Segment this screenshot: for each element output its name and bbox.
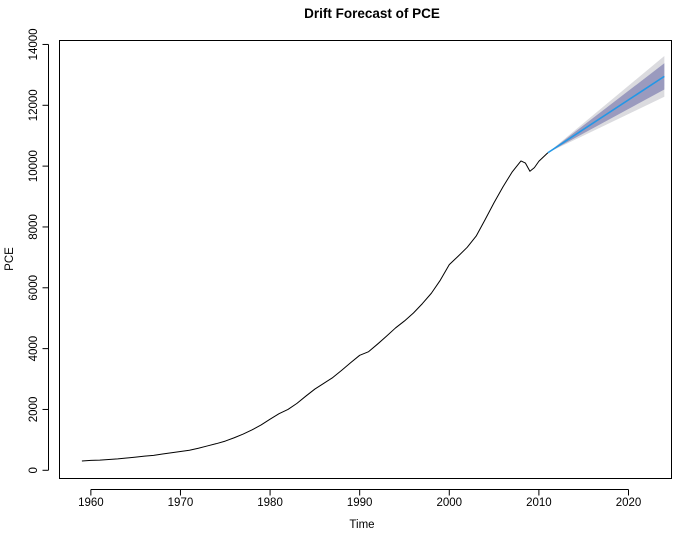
plot-frame (59, 40, 672, 479)
y-tick-label: 14000 (28, 28, 40, 60)
observed-series-line (81, 152, 549, 462)
y-tick-label: 2000 (28, 397, 40, 423)
y-tick-label: 0 (28, 467, 40, 473)
band-80 (547, 63, 665, 153)
x-tick-label: 2000 (436, 497, 462, 509)
chart-title: Drift Forecast of PCE (304, 6, 440, 21)
y-tick-label: 12000 (28, 89, 40, 121)
x-axis-label: Time (349, 519, 374, 531)
y-tick-label: 4000 (28, 336, 40, 362)
y-axis: 0 2000 4000 6000 8000 10000 12000 14000 (28, 28, 49, 473)
y-axis-label: PCE (4, 247, 16, 271)
x-tick-label: 2020 (616, 497, 642, 509)
x-tick-label: 1970 (168, 497, 194, 509)
x-axis: 1960 1970 1980 1990 2000 2010 2020 (78, 489, 642, 509)
y-tick-label: 6000 (28, 275, 40, 301)
series-group (81, 75, 665, 462)
x-tick-label: 1960 (78, 497, 104, 509)
confidence-bands (547, 56, 665, 153)
y-tick-label: 8000 (28, 214, 40, 240)
x-tick-label: 1990 (347, 497, 373, 509)
x-tick-label: 1980 (257, 497, 283, 509)
band-95 (547, 56, 665, 153)
x-tick-label: 2010 (526, 497, 552, 509)
forecast-series-line (547, 75, 665, 154)
y-tick-label: 10000 (28, 150, 40, 182)
